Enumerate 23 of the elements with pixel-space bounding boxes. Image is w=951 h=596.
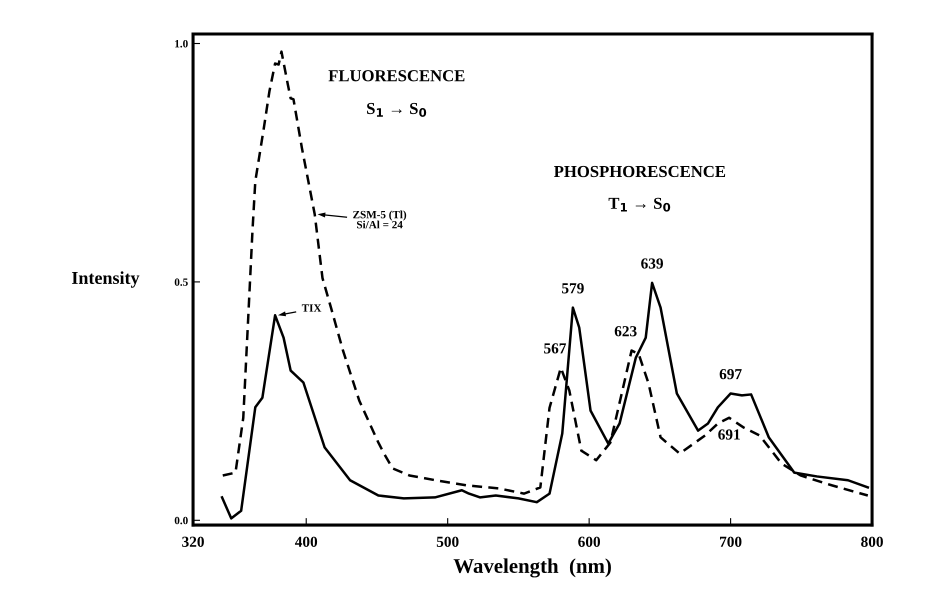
annotation: 579 bbox=[562, 283, 584, 294]
annotation: PHOSPHORESCENCE bbox=[554, 166, 726, 178]
y-axis-title: Intensity bbox=[72, 271, 140, 288]
x-tick-label: 600 bbox=[578, 536, 600, 547]
y-tick-label: 0.5 bbox=[174, 278, 188, 286]
y-tick-label: 1.0 bbox=[175, 40, 188, 48]
x-tick-label: 500 bbox=[436, 536, 459, 547]
legend-label: ZSM-5 (Tl) Si/Al = 24 bbox=[353, 210, 406, 228]
annotation: 691 bbox=[718, 429, 740, 440]
annotation: T$_{1}$ → S$_{0}$ bbox=[608, 198, 670, 212]
x-tick-label: 400 bbox=[294, 536, 318, 547]
x-tick-label: 700 bbox=[720, 536, 742, 547]
annotation: 697 bbox=[720, 369, 742, 380]
annotation: 567 bbox=[544, 343, 566, 354]
x-tick-label: 320 bbox=[182, 536, 204, 547]
legend-label: TIX bbox=[302, 304, 322, 312]
y-tick-label: 0.0 bbox=[174, 516, 188, 524]
annotation: 639 bbox=[641, 258, 663, 269]
annotation: 623 bbox=[614, 326, 637, 336]
x-tick-label: 800 bbox=[861, 536, 883, 547]
x-axis-title: Wavelength (nm) bbox=[454, 558, 611, 578]
annotation: FLUORESCENCE bbox=[328, 70, 464, 82]
annotation: S$_{1}$ → S$_{0}$ bbox=[367, 102, 426, 117]
